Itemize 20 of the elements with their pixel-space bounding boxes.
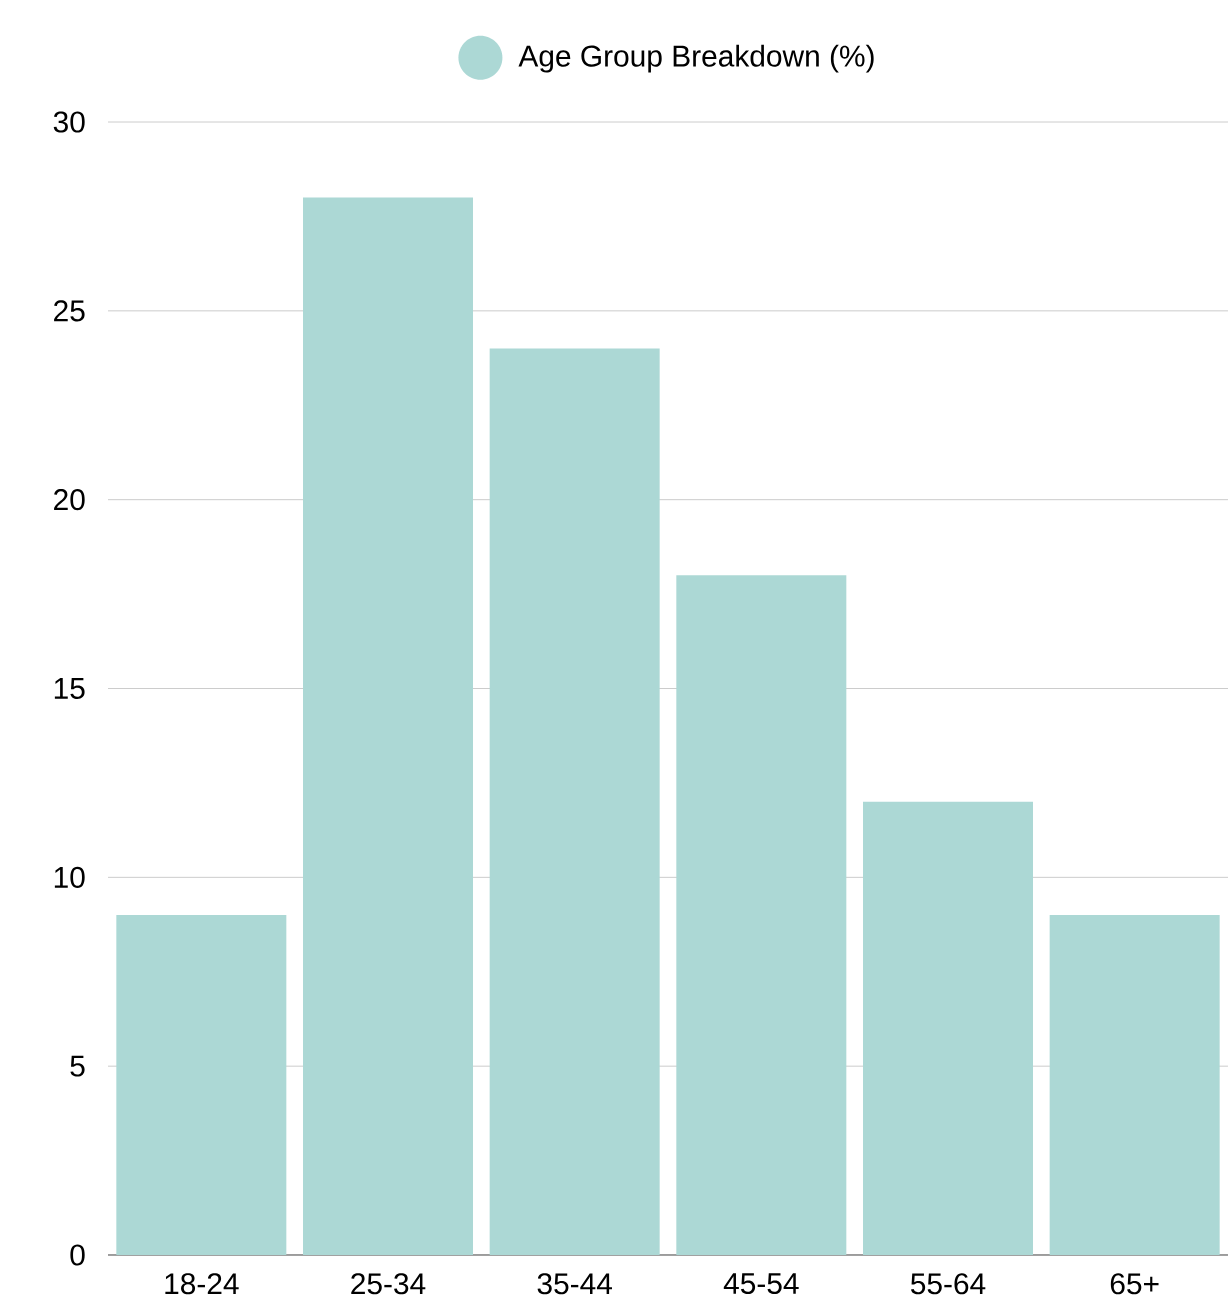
bar <box>489 348 660 1255</box>
y-tick-label: 15 <box>54 678 85 699</box>
bar <box>116 915 287 1255</box>
legend-label: Age Group Breakdown (%) <box>518 44 874 73</box>
x-tick-label: 18-24 <box>165 1273 239 1295</box>
y-tick-label: 5 <box>70 1055 85 1077</box>
bar <box>862 801 1033 1255</box>
x-tick-label: 25-34 <box>351 1273 426 1295</box>
x-tick-label: 35-44 <box>537 1273 612 1295</box>
y-tick-label: 20 <box>54 489 85 511</box>
x-tick-label: 45-54 <box>723 1273 799 1295</box>
bar <box>676 575 847 1255</box>
y-tick-label: 0 <box>70 1244 85 1266</box>
y-tick-label: 25 <box>54 300 85 322</box>
bar <box>303 197 473 1255</box>
y-tick-label: 10 <box>54 866 85 888</box>
x-tick-label: 55-64 <box>910 1273 986 1295</box>
bar <box>1049 915 1220 1255</box>
x-tick-label: 65+ <box>1110 1273 1159 1295</box>
y-tick-label: 30 <box>53 111 85 133</box>
